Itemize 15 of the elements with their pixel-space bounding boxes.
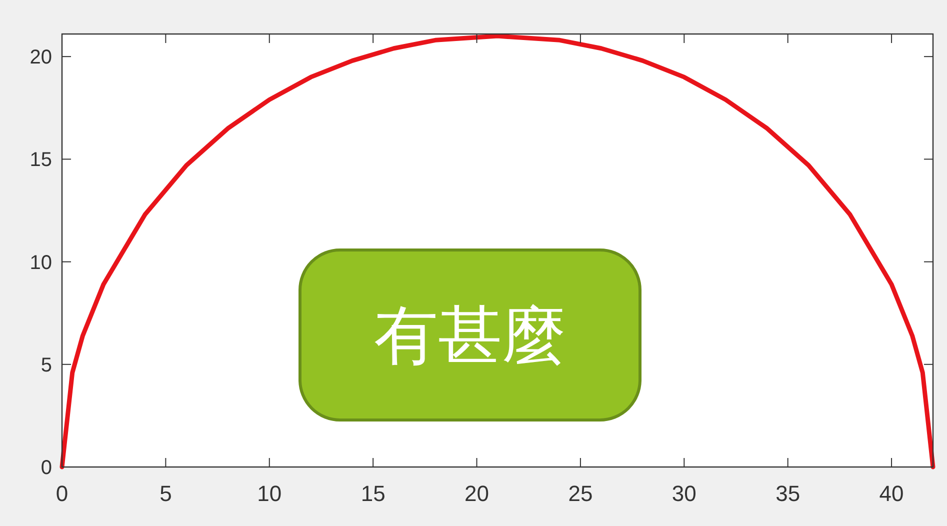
line-series	[60, 34, 936, 470]
x-tick-label: 5	[160, 481, 172, 506]
x-tick-label: 20	[464, 481, 490, 506]
x-tick-label: 30	[672, 481, 696, 506]
x-tick-label: 15	[360, 481, 386, 506]
y-tick-label: 0	[40, 457, 52, 479]
x-tick-label: 25	[568, 481, 593, 506]
x-tick-label: 35	[776, 481, 800, 506]
annotation: 有甚麼	[374, 299, 566, 372]
y-tick-label: 10	[30, 252, 52, 274]
x-tick-label: 10	[257, 481, 282, 506]
y-tick-label: 15	[30, 149, 52, 172]
y-tick-label: 20	[30, 46, 52, 69]
y-tick-label: 5	[40, 354, 52, 376]
x-tick-label: 40	[879, 481, 904, 506]
